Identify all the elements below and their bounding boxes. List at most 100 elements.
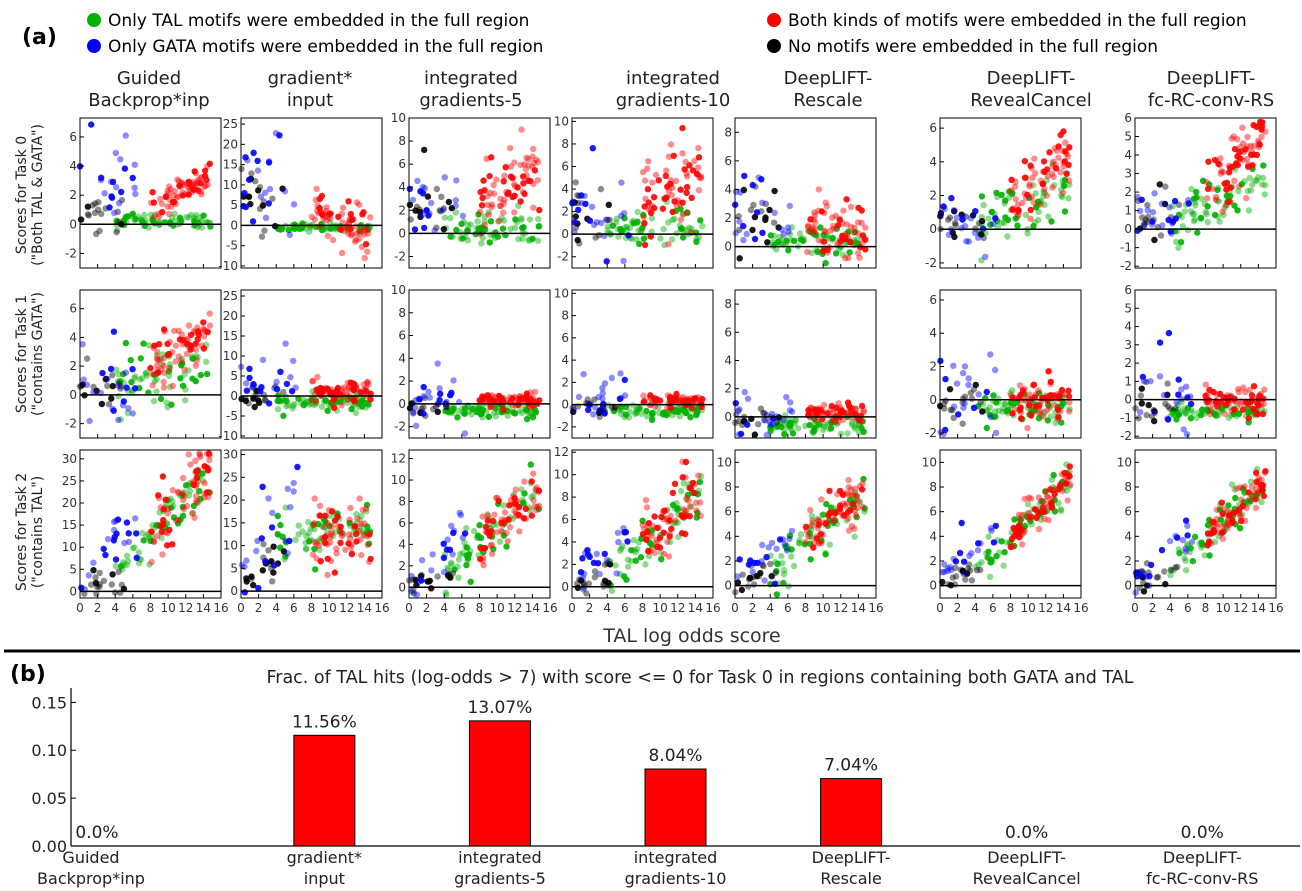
scatter-point [153,362,161,369]
scatter-point [152,211,159,218]
scatter-point [316,502,324,509]
scatter-point [122,132,129,139]
scatter-point [671,198,678,205]
scatter-point [203,370,211,378]
y-tick-label: 0 [230,389,238,403]
scatter-point [309,377,317,385]
scatter-point [120,370,127,378]
scatter-point [791,237,798,244]
scatter-point [683,494,690,502]
scatter-point [1229,519,1236,526]
scatter-point [1149,218,1156,225]
scatter-point [1157,232,1165,239]
x-tick-label: 2 [1149,601,1157,615]
scatter-point [842,502,849,509]
y-tick-label: 4 [724,529,732,543]
scatter-point [421,394,428,402]
y-tick-label: 2 [561,375,569,389]
scatter-point [1201,200,1209,207]
scatter-point [317,384,324,392]
scatter-point [818,496,825,503]
scatter-point [350,215,357,223]
scatter-point [1022,194,1030,202]
scatter-point [1221,180,1228,187]
scatter-point [114,208,122,215]
scatter-point [522,515,530,522]
scatter-point [466,407,474,415]
scatter-point [773,591,781,598]
scatter-point [249,218,257,225]
scatter-point [170,192,177,199]
scatter-point [858,219,865,227]
scatter-point [1211,156,1219,164]
scatter-point [80,376,87,383]
scatter-point [1204,203,1211,210]
scatter-point [160,355,168,362]
scatter-point [533,484,540,491]
scatter-point [1047,378,1055,386]
bar-category-label: integrated [458,848,542,867]
scatter-point [682,226,690,234]
scatter-point [1217,155,1224,162]
scatter-point [434,573,441,580]
scatter-point [852,239,859,246]
scatter-point [965,375,972,382]
scatter-point [960,570,968,578]
scatter-point [686,513,693,520]
column-titles: Guided Backprop*inp gradient* input inte… [88,68,1274,111]
scatter-point [768,539,776,547]
scatter-point [363,227,371,234]
scatter-point [672,406,679,414]
scatter-point [615,233,622,240]
scatter-point [289,402,297,409]
scatter-point [250,149,257,156]
scatter-point [96,569,103,577]
scatter-point [1197,215,1205,222]
scatter-point [843,196,850,203]
scatter-point [767,232,775,239]
scatter-point [448,204,455,212]
scatter-point [462,410,469,417]
y-tick-label: 6 [724,154,732,168]
scatter-point [1239,406,1247,413]
scatter-point [1222,202,1229,209]
scatter-point [100,545,107,553]
y-tick-label: 10 [223,178,238,192]
scatter-point [1020,529,1028,536]
scatter-point [337,523,344,530]
scatter-point [610,407,618,415]
scatter-point [1006,188,1013,195]
column-title: Guided [117,68,181,89]
scatter-point [652,171,660,179]
scatter-point [312,398,320,406]
scatter-point [845,483,852,491]
scatter-point [1231,177,1238,184]
scatter-point [821,421,829,429]
scatter-point [810,544,817,551]
scatter-point [1185,200,1193,207]
scatter-point [1019,199,1026,207]
scatter-point [204,181,211,188]
scatter-point [1062,139,1069,146]
scatter-point [319,211,326,218]
x-tick-label: 16 [374,601,389,615]
legend: Only TAL motifs were embedded in the ful… [87,11,1247,57]
scatter-point [85,572,93,579]
scatter-point [174,176,181,183]
scatter-point [1004,233,1011,240]
scatter-point [160,516,167,524]
scatter-point [269,509,276,516]
scatter-point [276,132,283,139]
scatter-point [1187,415,1195,422]
y-tick-label: 6 [398,516,406,530]
scatter-point [946,386,954,393]
scatter-point [635,539,642,546]
scatter-point [762,200,769,207]
scatter-point [305,529,312,537]
scatter-point [270,569,277,576]
scatter-point [620,257,627,265]
scatter-point [242,380,250,387]
scatter-point [676,199,683,207]
